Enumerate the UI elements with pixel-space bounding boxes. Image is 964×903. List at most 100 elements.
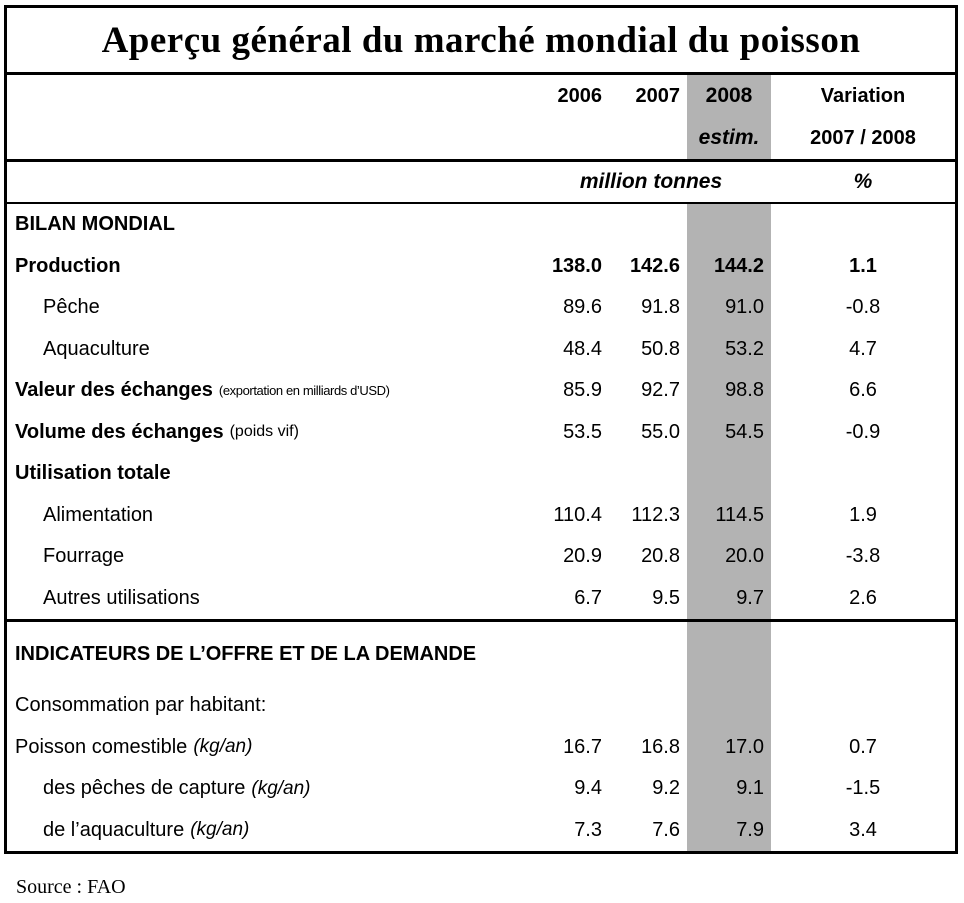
row-label: de l’aquaculture [43, 818, 185, 841]
row-label-cell: Utilisation totale [7, 453, 531, 495]
value-2006 [531, 622, 609, 685]
table-row-utilisation-totale: Utilisation totale [7, 453, 955, 495]
table-row-alimentation: Alimentation 110.4 112.3 114.5 1.9 [7, 494, 955, 537]
value-2006 [531, 204, 609, 246]
value-variation: 3.4 [849, 818, 877, 841]
row-label-cell: Poisson comestible (kg/an) [7, 727, 531, 769]
value-2006: 110.4 [553, 503, 602, 526]
value-2006: 89.6 [563, 296, 602, 319]
row-label: Fourrage [43, 545, 125, 568]
row-note: (kg/an) [251, 777, 311, 799]
value-2007: 16.8 [641, 735, 680, 758]
value-2007 [609, 622, 687, 685]
value-variation: -1.5 [845, 777, 881, 800]
value-2006: 7.3 [574, 818, 602, 841]
row-label-cell: INDICATEURS DE L’OFFRE ET DE LA DEMANDE [7, 622, 531, 685]
header-empty-cell [7, 117, 531, 159]
value-variation: 1.1 [849, 254, 877, 277]
row-label-cell: des pêches de capture (kg/an) [7, 768, 531, 810]
value-variation: 6.6 [849, 379, 877, 402]
value-2007: 9.2 [652, 777, 680, 800]
value-2007: 92.7 [641, 379, 680, 402]
table-row-aquaculture-kg: de l’aquaculture (kg/an) 7.3 7.6 7.9 3.4 [7, 809, 955, 851]
value-variation [771, 204, 955, 246]
row-note: (poids vif) [229, 423, 299, 441]
value-variation [771, 685, 955, 727]
units-label: million tonnes [579, 170, 723, 193]
table-row-indicateurs-section: INDICATEURS DE L’OFFRE ET DE LA DEMANDE [7, 619, 955, 685]
value-2007 [609, 204, 687, 246]
table-row-peches-de-capture: des pêches de capture (kg/an) 9.4 9.2 9.1… [7, 768, 955, 810]
header-row-estim: estim. 2007 / 2008 [7, 117, 955, 159]
row-label: des pêches de capture [43, 777, 246, 800]
market-overview-table: Aperçu général du marché mondial du pois… [4, 5, 958, 854]
row-label: Alimentation [43, 503, 154, 526]
value-variation: 1.9 [849, 503, 877, 526]
value-2007: 50.8 [641, 337, 680, 360]
value-2008: 9.1 [687, 768, 771, 810]
value-variation: -0.8 [845, 296, 881, 319]
row-label: Pêche [43, 296, 100, 319]
value-2008: 91.0 [687, 287, 771, 329]
value-2006 [531, 453, 609, 495]
value-variation [771, 453, 955, 495]
percent-cell: % [771, 162, 955, 202]
row-label: Utilisation totale [15, 462, 171, 485]
value-2007 [609, 685, 687, 727]
row-note: (exportation en milliards d’USD) [218, 383, 390, 399]
row-label: Autres utilisations [43, 586, 200, 609]
year-2008-header: 2008 [687, 75, 771, 117]
table-row-poisson-comestible: Poisson comestible (kg/an) 16.7 16.8 17.0… [7, 726, 955, 769]
value-2006: 16.7 [563, 735, 602, 758]
value-variation [771, 622, 955, 685]
value-2007: 9.5 [652, 586, 680, 609]
value-2008 [687, 204, 771, 246]
row-label: Poisson comestible [15, 735, 188, 758]
value-2007: 55.0 [641, 420, 680, 443]
value-2008: 98.8 [687, 370, 771, 412]
value-2008 [687, 453, 771, 495]
table-row-production: Production 138.0 142.6 144.2 1.1 [7, 245, 955, 288]
value-2008: 20.0 [687, 536, 771, 578]
value-2006: 6.7 [574, 586, 602, 609]
row-label-cell: Alimentation [7, 495, 531, 537]
table-row-fourrage: Fourrage 20.9 20.8 20.0 -3.8 [7, 536, 955, 578]
row-label-cell: Aquaculture [7, 329, 531, 371]
units-span-cell: million tonnes [531, 162, 771, 202]
value-2007 [609, 453, 687, 495]
row-label-cell: BILAN MONDIAL [7, 204, 531, 246]
table-title-block: Aperçu général du marché mondial du pois… [7, 8, 955, 75]
value-variation: 0.7 [849, 735, 877, 758]
value-2008: 144.2 [687, 245, 771, 287]
row-note: (kg/an) [190, 819, 250, 841]
value-2007: 112.3 [631, 503, 680, 526]
units-row: million tonnes % [7, 162, 955, 204]
value-2006: 138.0 [551, 254, 602, 277]
row-label: BILAN MONDIAL [15, 213, 175, 236]
row-label-cell: Production [7, 246, 531, 288]
header-empty-cell [7, 75, 531, 117]
row-label: Aquaculture [43, 337, 150, 360]
value-2008 [687, 622, 771, 685]
table-title: Aperçu général du marché mondial du pois… [101, 20, 861, 61]
value-2006: 20.9 [563, 545, 602, 568]
value-2008 [687, 685, 771, 727]
percent-label: % [853, 170, 873, 193]
source-note: Source : FAO [16, 876, 126, 898]
row-label-cell: Volume des échanges (poids vif) [7, 412, 531, 454]
value-2008: 7.9 [687, 809, 771, 851]
table-row-peche: Pêche 89.6 91.8 91.0 -0.8 [7, 287, 955, 329]
value-2006 [531, 685, 609, 727]
row-label: Production [15, 254, 121, 277]
value-variation: 4.7 [849, 337, 877, 360]
value-variation: -0.9 [845, 420, 881, 443]
variation-years-header: 2007 / 2008 [810, 126, 916, 149]
value-2008: 54.5 [687, 411, 771, 453]
table-row-valeur-echanges: Valeur des échanges (exportation en milli… [7, 370, 955, 412]
value-2007: 142.6 [629, 254, 680, 277]
value-2008: 17.0 [687, 726, 771, 768]
row-label: Valeur des échanges [15, 379, 213, 402]
value-2006: 48.4 [563, 337, 602, 360]
table-header: 2006 2007 2008 Variation estim. 2007 / 2… [7, 75, 955, 162]
estim-header: estim. [687, 117, 771, 159]
